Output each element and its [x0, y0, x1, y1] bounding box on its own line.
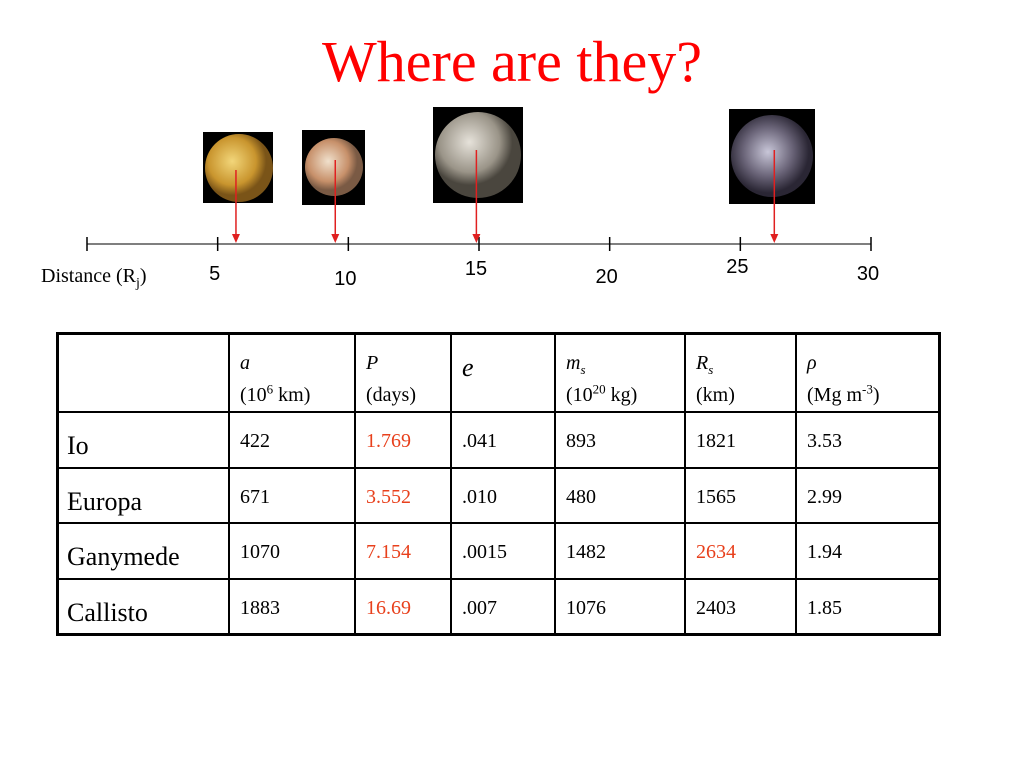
axis-label: Distance (Rj): [41, 265, 147, 291]
value-cell: .0015: [450, 522, 556, 580]
io-disc: [205, 134, 273, 202]
table-row: Io 422 1.769.041 893 1821 3.53: [56, 411, 941, 469]
header-row: a (106 km) P (days) e ms (1020 kg) Rs (km) ρ (Mg m…: [56, 332, 941, 413]
callisto-disc: [731, 115, 813, 197]
value-cell: 1482: [554, 522, 686, 580]
header-symbol: Rs: [696, 347, 785, 379]
axis-label-text: Distance (R: [41, 265, 136, 287]
arrow: [770, 150, 779, 243]
symbol-part: m: [566, 352, 581, 374]
value-cell: 1565: [684, 466, 797, 525]
value-cell: 1821: [684, 411, 797, 469]
header-cell: Rs (km): [684, 332, 797, 413]
arrow-head: [770, 234, 779, 243]
title: Where are they?: [322, 29, 702, 94]
arrow: [331, 160, 340, 243]
symbol-part: R: [696, 352, 709, 374]
table-row: Europa 671 3.552.010 480 1565 2.99: [56, 466, 941, 525]
moon-name: Callisto: [56, 577, 230, 636]
symbol-part: s: [580, 362, 586, 377]
symbol-part: P: [366, 352, 379, 374]
header-cell: ms (1020 kg): [554, 332, 686, 413]
axis-label-sub: j: [135, 276, 140, 291]
axis-area: 5 10 15 20 25 30: [86, 107, 879, 290]
header-cell: e: [450, 332, 556, 413]
arrow-head: [231, 234, 240, 243]
value-cell: 1883: [228, 577, 356, 636]
header-symbol: ms: [566, 347, 674, 379]
arrow: [472, 150, 481, 243]
arrow-head: [331, 234, 340, 243]
arrow: [231, 170, 240, 243]
value-cell: 671: [228, 466, 356, 525]
unit-part: ): [872, 384, 880, 406]
header-symbol: ρ: [807, 347, 928, 379]
unit-part: km): [273, 384, 311, 406]
ganymede-disc: [435, 112, 521, 198]
value-cell: .041: [450, 411, 556, 469]
unit-part: -3: [862, 381, 873, 397]
value-cell: 1070: [228, 522, 356, 580]
unit-part: kg): [605, 384, 638, 406]
value-cell: .010: [450, 466, 556, 525]
europa-disc: [305, 138, 363, 196]
header-unit: (106 km): [240, 379, 344, 411]
moon-name: Io: [56, 411, 230, 469]
value-cell: 1.94: [795, 522, 941, 580]
value-cell: 16.69: [354, 577, 452, 636]
unit-part: (Mg m: [807, 384, 862, 406]
header-symbol: e: [462, 347, 544, 389]
value-cell: 2403: [684, 577, 797, 636]
moon-images: [203, 107, 815, 205]
value-cell: 893: [554, 411, 686, 469]
value-cell: .007: [450, 577, 556, 636]
value-cell: 2.99: [795, 466, 941, 525]
header-unit: (Mg m-3): [807, 379, 928, 411]
symbol-part: e: [462, 353, 474, 382]
table-row: Callisto 1883 16.69.007 1076 2403 1.85: [56, 577, 941, 636]
axis-label-text: ): [139, 265, 147, 287]
value-cell: 3.53: [795, 411, 941, 469]
value-cell: 480: [554, 466, 686, 525]
unit-part: (10: [240, 384, 267, 406]
value-cell: 1.85: [795, 577, 941, 636]
header-unit: (km): [696, 379, 785, 411]
moon-name: Europa: [56, 466, 230, 525]
tick-label: 20: [596, 266, 618, 288]
moon-table: a (106 km) P (days) e ms (1020 kg) Rs (km) ρ (Mg m…: [56, 332, 941, 637]
header-cell: P (days): [354, 332, 452, 413]
unit-part: (days): [366, 384, 416, 406]
symbol-part: ρ: [807, 352, 817, 374]
header-symbol: a: [240, 347, 344, 379]
unit-part: 20: [592, 381, 606, 397]
tick-label: 30: [857, 263, 879, 285]
tick-label: 15: [465, 258, 487, 280]
value-cell: 7.154: [354, 522, 452, 580]
value-cell: 1076: [554, 577, 686, 636]
header-unit: (1020 kg): [566, 379, 674, 411]
value-cell: 422: [228, 411, 356, 469]
header-cell: a (106 km): [228, 332, 356, 413]
unit-part: (km): [696, 384, 735, 406]
tick-label: 10: [334, 268, 356, 290]
moon-name: Ganymede: [56, 522, 230, 580]
arrow-head: [472, 234, 481, 243]
tick-label: 5: [209, 263, 220, 285]
table-row: Ganymede 1070 7.154.0015 1482 2634 1.94: [56, 522, 941, 580]
corner-cell: [56, 332, 230, 413]
symbol-part: a: [240, 352, 250, 374]
symbol-part: s: [708, 362, 714, 377]
value-cell: 1.769: [354, 411, 452, 469]
unit-part: (10: [566, 384, 593, 406]
tick-label: 25: [726, 256, 748, 278]
value-cell: 2634: [684, 522, 797, 580]
header-unit: (days): [366, 379, 440, 411]
header-symbol: P: [366, 347, 440, 379]
header-cell: ρ (Mg m-3): [795, 332, 941, 413]
value-cell: 3.552: [354, 466, 452, 525]
unit-part: 6: [266, 381, 274, 397]
